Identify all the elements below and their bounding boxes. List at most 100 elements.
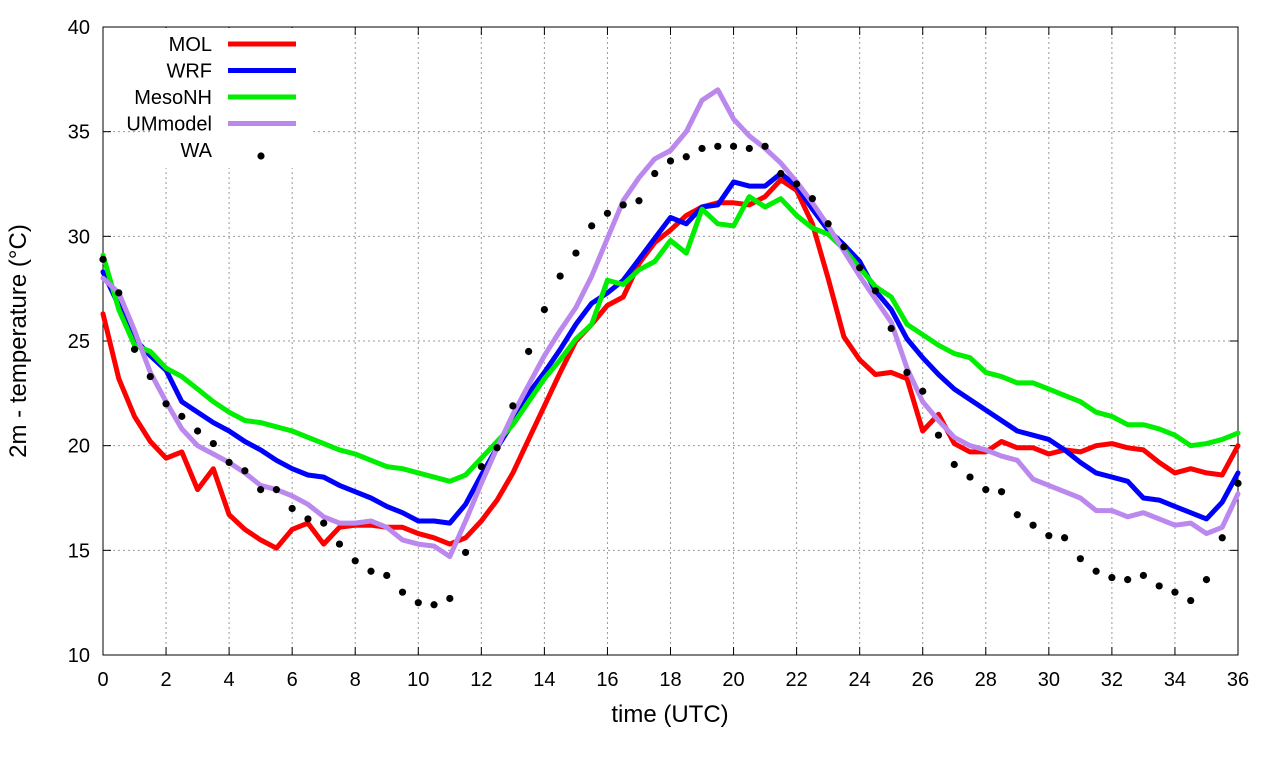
data-point-wa [793, 180, 801, 188]
series-line-wrf [100, 171, 1241, 526]
data-point-wa [115, 289, 123, 297]
data-point-wa [919, 387, 927, 395]
data-point-wa [99, 255, 107, 263]
data-point-wa [446, 594, 454, 603]
data-point-wa [430, 601, 438, 609]
data-point-wa [588, 222, 596, 230]
x-tick-label: 10 [407, 669, 429, 691]
x-tick-label: 24 [849, 669, 871, 691]
axis-ticks: 0 2 4 6 8 10 12 14 16 18 20 22 24 26 28 30 32 34 361015202… [68, 17, 1249, 691]
y-tick-label: 20 [68, 436, 90, 458]
legend: MOL WRF MesoNH UMmodel WA [126, 28, 310, 168]
data-point-wa [729, 142, 738, 150]
x-tick-label: 34 [1164, 669, 1186, 691]
data-point-wa [1218, 534, 1226, 542]
data-point-wa [603, 209, 612, 217]
x-tick-label: 32 [1101, 669, 1123, 691]
y-tick-label: 25 [68, 331, 90, 353]
series-line-mol [100, 177, 1241, 551]
x-tick-label: 14 [533, 669, 555, 691]
x-tick-label: 8 [350, 669, 361, 691]
y-tick-label: 35 [68, 122, 90, 144]
y-axis-label: 2m - temperature (°C) [5, 224, 32, 458]
x-tick-label: 12 [470, 669, 492, 691]
data-point-wa [635, 197, 643, 205]
data-point-wa [367, 567, 375, 575]
x-tick-label: 30 [1038, 669, 1060, 691]
data-point-wa [146, 372, 154, 381]
data-point-wa [982, 486, 990, 494]
data-point-wa [871, 287, 880, 295]
x-tick-label: 26 [912, 669, 934, 691]
y-tick-label: 30 [68, 226, 90, 248]
data-point-wa [209, 439, 217, 448]
series-line-mesonh [100, 194, 1241, 484]
data-point-wa [934, 431, 943, 439]
x-tick-label: 22 [785, 669, 807, 691]
data-point-wa [1076, 555, 1084, 563]
legend-label-ummodel: UMmodel [126, 114, 212, 136]
data-point-wa [1013, 511, 1021, 519]
x-tick-label: 36 [1227, 669, 1249, 691]
x-tick-label: 28 [975, 669, 997, 691]
data-point-wa [887, 324, 895, 333]
data-point-wa [1124, 576, 1132, 584]
data-point-wa [162, 400, 170, 408]
data-point-wa [761, 142, 769, 150]
data-point-wa [572, 249, 580, 257]
data-point-wa [651, 169, 659, 178]
data-point-wa [288, 504, 296, 513]
series [99, 87, 1242, 609]
data-point-wa [698, 144, 706, 153]
data-point-wa [1029, 521, 1037, 529]
data-point-wa [351, 557, 359, 565]
x-tick-label: 20 [722, 669, 744, 691]
data-point-wa [304, 515, 312, 523]
grid [103, 27, 1238, 655]
series-mol [100, 177, 1241, 551]
data-point-wa [556, 272, 564, 280]
data-point-wa [178, 412, 186, 420]
legend-label-mesonh: MesoNH [134, 87, 212, 109]
data-point-wa [130, 345, 139, 353]
data-point-wa [525, 347, 533, 356]
data-point-wa [414, 599, 422, 607]
data-point-wa [241, 467, 249, 475]
y-tick-label: 40 [68, 17, 90, 39]
data-point-wa [335, 540, 344, 548]
x-tick-label: 2 [160, 669, 171, 691]
data-point-wa [903, 368, 911, 376]
y-tick-label: 10 [68, 645, 90, 667]
data-point-wa [225, 458, 233, 467]
data-point-wa [777, 169, 785, 178]
data-point-wa [808, 195, 816, 203]
series-mesonh [100, 194, 1241, 484]
data-point-wa [619, 201, 627, 209]
series-line-ummodel [100, 87, 1241, 560]
legend-label-wa: WA [181, 140, 213, 162]
data-point-wa [1171, 588, 1179, 596]
data-point-wa [966, 473, 974, 481]
data-point-wa [398, 588, 407, 596]
x-tick-label: 16 [596, 669, 618, 691]
data-point-wa [1234, 479, 1242, 487]
data-point-wa [509, 402, 517, 410]
data-point-wa [461, 548, 470, 557]
data-point-wa [1092, 567, 1100, 575]
data-point-wa [1060, 534, 1069, 542]
data-point-wa [477, 463, 485, 471]
data-point-wa [997, 488, 1006, 496]
data-point-wa [824, 220, 832, 228]
legend-label-mol: MOL [169, 34, 212, 56]
data-point-wa [950, 460, 958, 469]
data-point-wa [1187, 596, 1195, 605]
data-point-wa [272, 486, 281, 494]
data-point-wa [1108, 573, 1116, 582]
data-point-wa [320, 519, 328, 527]
data-point-wa [1155, 582, 1163, 590]
data-point-wa [682, 153, 690, 161]
series-wa [99, 142, 1242, 609]
x-axis-label: time (UTC) [611, 701, 728, 728]
